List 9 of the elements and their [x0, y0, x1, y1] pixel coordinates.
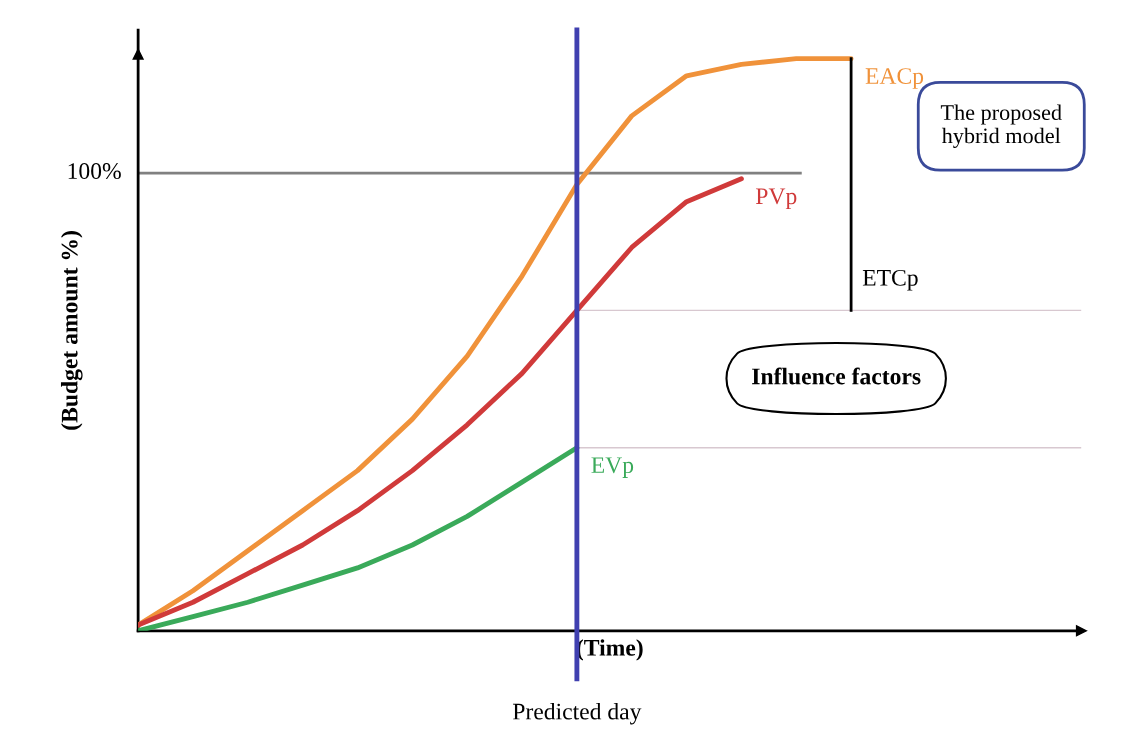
series-label: EVp: [591, 457, 634, 478]
annotation: The proposed hybrid model: [940, 104, 1062, 148]
text: 100%: [68, 163, 121, 180]
series-label: PVp: [755, 188, 797, 209]
annotation: Influence factors: [752, 367, 921, 385]
series-label: EACp: [865, 68, 924, 89]
text: Predicted day: [512, 702, 642, 725]
annotation: ETCp: [862, 269, 918, 291]
y-axis-title: (Budget amount %): [60, 231, 83, 430]
